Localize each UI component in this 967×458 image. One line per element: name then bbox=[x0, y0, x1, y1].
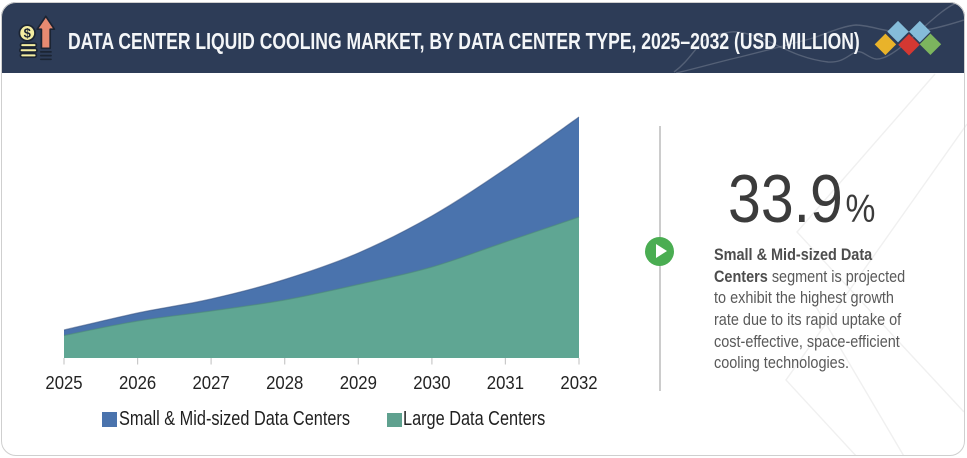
svg-text:2030: 2030 bbox=[413, 373, 450, 393]
svg-text:2031: 2031 bbox=[487, 373, 524, 393]
svg-text:$: $ bbox=[24, 26, 32, 41]
svg-text:2029: 2029 bbox=[340, 373, 377, 393]
svg-text:2026: 2026 bbox=[119, 373, 156, 393]
svg-text:2027: 2027 bbox=[193, 373, 230, 393]
svg-text:2025: 2025 bbox=[45, 373, 82, 393]
svg-text:2028: 2028 bbox=[266, 373, 303, 393]
svg-text:2032: 2032 bbox=[560, 373, 597, 393]
